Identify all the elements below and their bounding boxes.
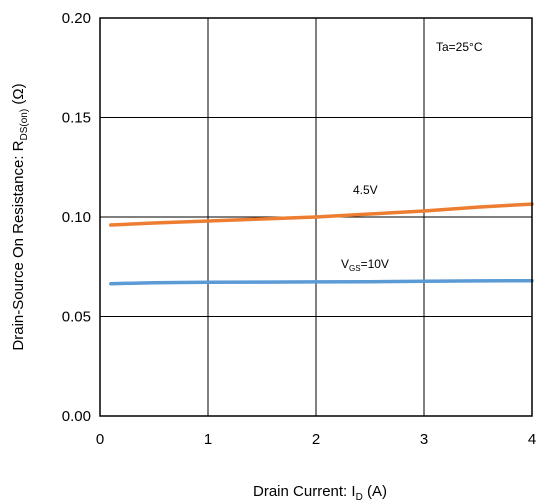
y-title-subscript: DS(on) — [19, 109, 30, 141]
y-tick-labels: 0.00 0.05 0.10 0.15 0.20 — [62, 10, 91, 425]
y-tick-label: 0.15 — [62, 110, 91, 127]
y-title-unit: (Ω) — [10, 83, 27, 108]
vgs-rest: =10V — [361, 257, 389, 271]
x-title-subscript: D — [356, 492, 363, 500]
x-tick-label: 4 — [528, 431, 536, 448]
y-title-text: Drain-Source On Resistance: R — [10, 140, 27, 350]
series-line-vgs-10v — [109, 278, 534, 286]
annotation-4.5v: 4.5V — [353, 183, 378, 197]
x-axis-title: Drain Current: ID (A) — [253, 483, 387, 500]
x-tick-label: 0 — [96, 431, 104, 448]
y-tick-label: 0.05 — [62, 309, 91, 326]
y-axis-title: Drain-Source On Resistance: RDS(on) (Ω) — [10, 83, 30, 350]
y-tick-label: 0.10 — [62, 209, 91, 226]
series-layer — [109, 202, 534, 286]
vgs-subscript: GS — [349, 264, 361, 273]
x-tick-label: 1 — [204, 431, 212, 448]
series-line-4.5v — [109, 202, 534, 227]
x-tick-label: 3 — [420, 431, 428, 448]
x-tick-label: 2 — [312, 431, 320, 448]
y-tick-label: 0.20 — [62, 10, 91, 27]
plot-frame — [99, 17, 533, 417]
y-tick-label: 0.00 — [62, 408, 91, 425]
vgs-v: V — [341, 257, 349, 271]
x-title-unit: (A) — [363, 483, 387, 500]
annotation-vgs-10v: VGS=10V — [341, 257, 389, 273]
x-title-text: Drain Current: I — [253, 483, 356, 500]
annotation-temperature: Ta=25°C — [436, 40, 483, 54]
x-tick-labels: 0 1 2 3 4 — [96, 431, 536, 448]
